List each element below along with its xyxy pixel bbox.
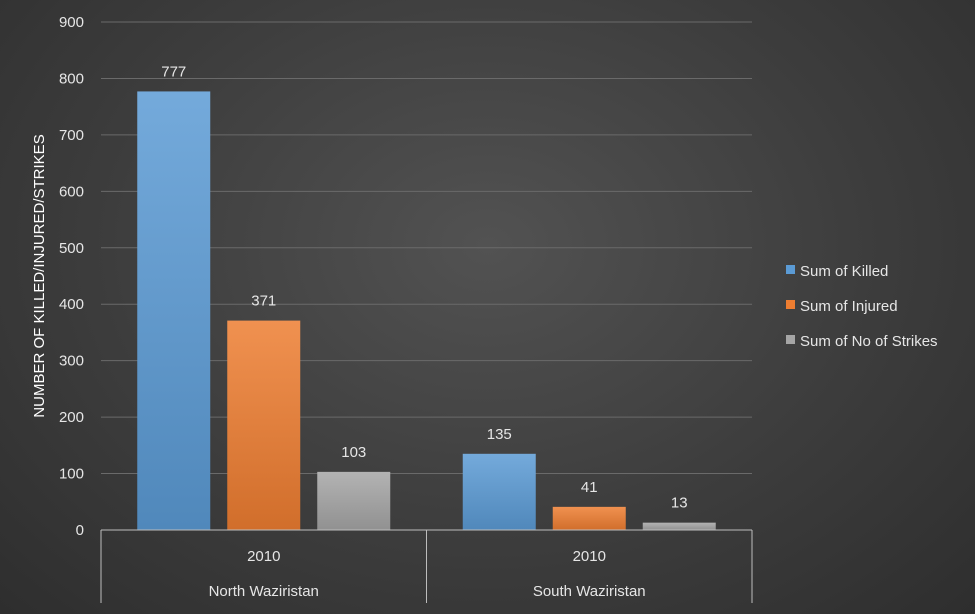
data-label: 777 bbox=[161, 63, 186, 80]
legend: Sum of Killed Sum of Injured Sum of No of … bbox=[786, 263, 938, 350]
legend-swatch bbox=[786, 335, 795, 344]
y-tick-label: 600 bbox=[59, 183, 84, 200]
y-axis-ticks: 0 100 200 300 400 500 600 700 800 900 bbox=[59, 14, 84, 539]
bars bbox=[137, 91, 716, 530]
legend-swatch bbox=[786, 265, 795, 274]
bar-sum-of-injured-0 bbox=[227, 320, 301, 530]
data-label: 41 bbox=[581, 479, 598, 496]
y-tick-label: 0 bbox=[76, 522, 84, 539]
data-label: 13 bbox=[671, 495, 688, 512]
x-group-label: South Waziristan bbox=[533, 583, 646, 600]
legend-swatch bbox=[786, 300, 795, 309]
y-tick-label: 900 bbox=[59, 14, 84, 31]
y-tick-label: 200 bbox=[59, 409, 84, 426]
y-tick-label: 100 bbox=[59, 466, 84, 483]
data-labels: 777 371 103 135 41 13 bbox=[161, 63, 687, 511]
bar-sum-of-injured-1 bbox=[552, 506, 626, 530]
y-tick-label: 800 bbox=[59, 70, 84, 87]
x-axis: 2010 North Waziristan 2010 South Waziristan bbox=[100, 529, 753, 603]
y-axis-title: NUMBER OF KILLED/INJURED/STRIKES bbox=[31, 134, 48, 417]
data-label: 371 bbox=[251, 293, 276, 310]
y-tick-label: 400 bbox=[59, 296, 84, 313]
x-group-label: North Waziristan bbox=[209, 583, 319, 600]
legend-label: Sum of Injured bbox=[800, 298, 898, 315]
y-tick-label: 700 bbox=[59, 127, 84, 144]
legend-label: Sum of Killed bbox=[800, 263, 888, 280]
bar-sum-of-killed-0 bbox=[137, 91, 211, 530]
x-tick-label: 2010 bbox=[247, 548, 280, 565]
data-label: 135 bbox=[487, 426, 512, 443]
bar-sum-of-killed-1 bbox=[462, 453, 536, 530]
bar-sum-of-no-of-strikes-0 bbox=[317, 471, 391, 530]
data-label: 103 bbox=[341, 444, 366, 461]
bar-sum-of-no-of-strikes-1 bbox=[642, 522, 716, 530]
y-tick-label: 500 bbox=[59, 240, 84, 257]
y-tick-label: 300 bbox=[59, 353, 84, 370]
legend-label: Sum of No of Strikes bbox=[800, 333, 938, 350]
x-tick-label: 2010 bbox=[573, 548, 606, 565]
